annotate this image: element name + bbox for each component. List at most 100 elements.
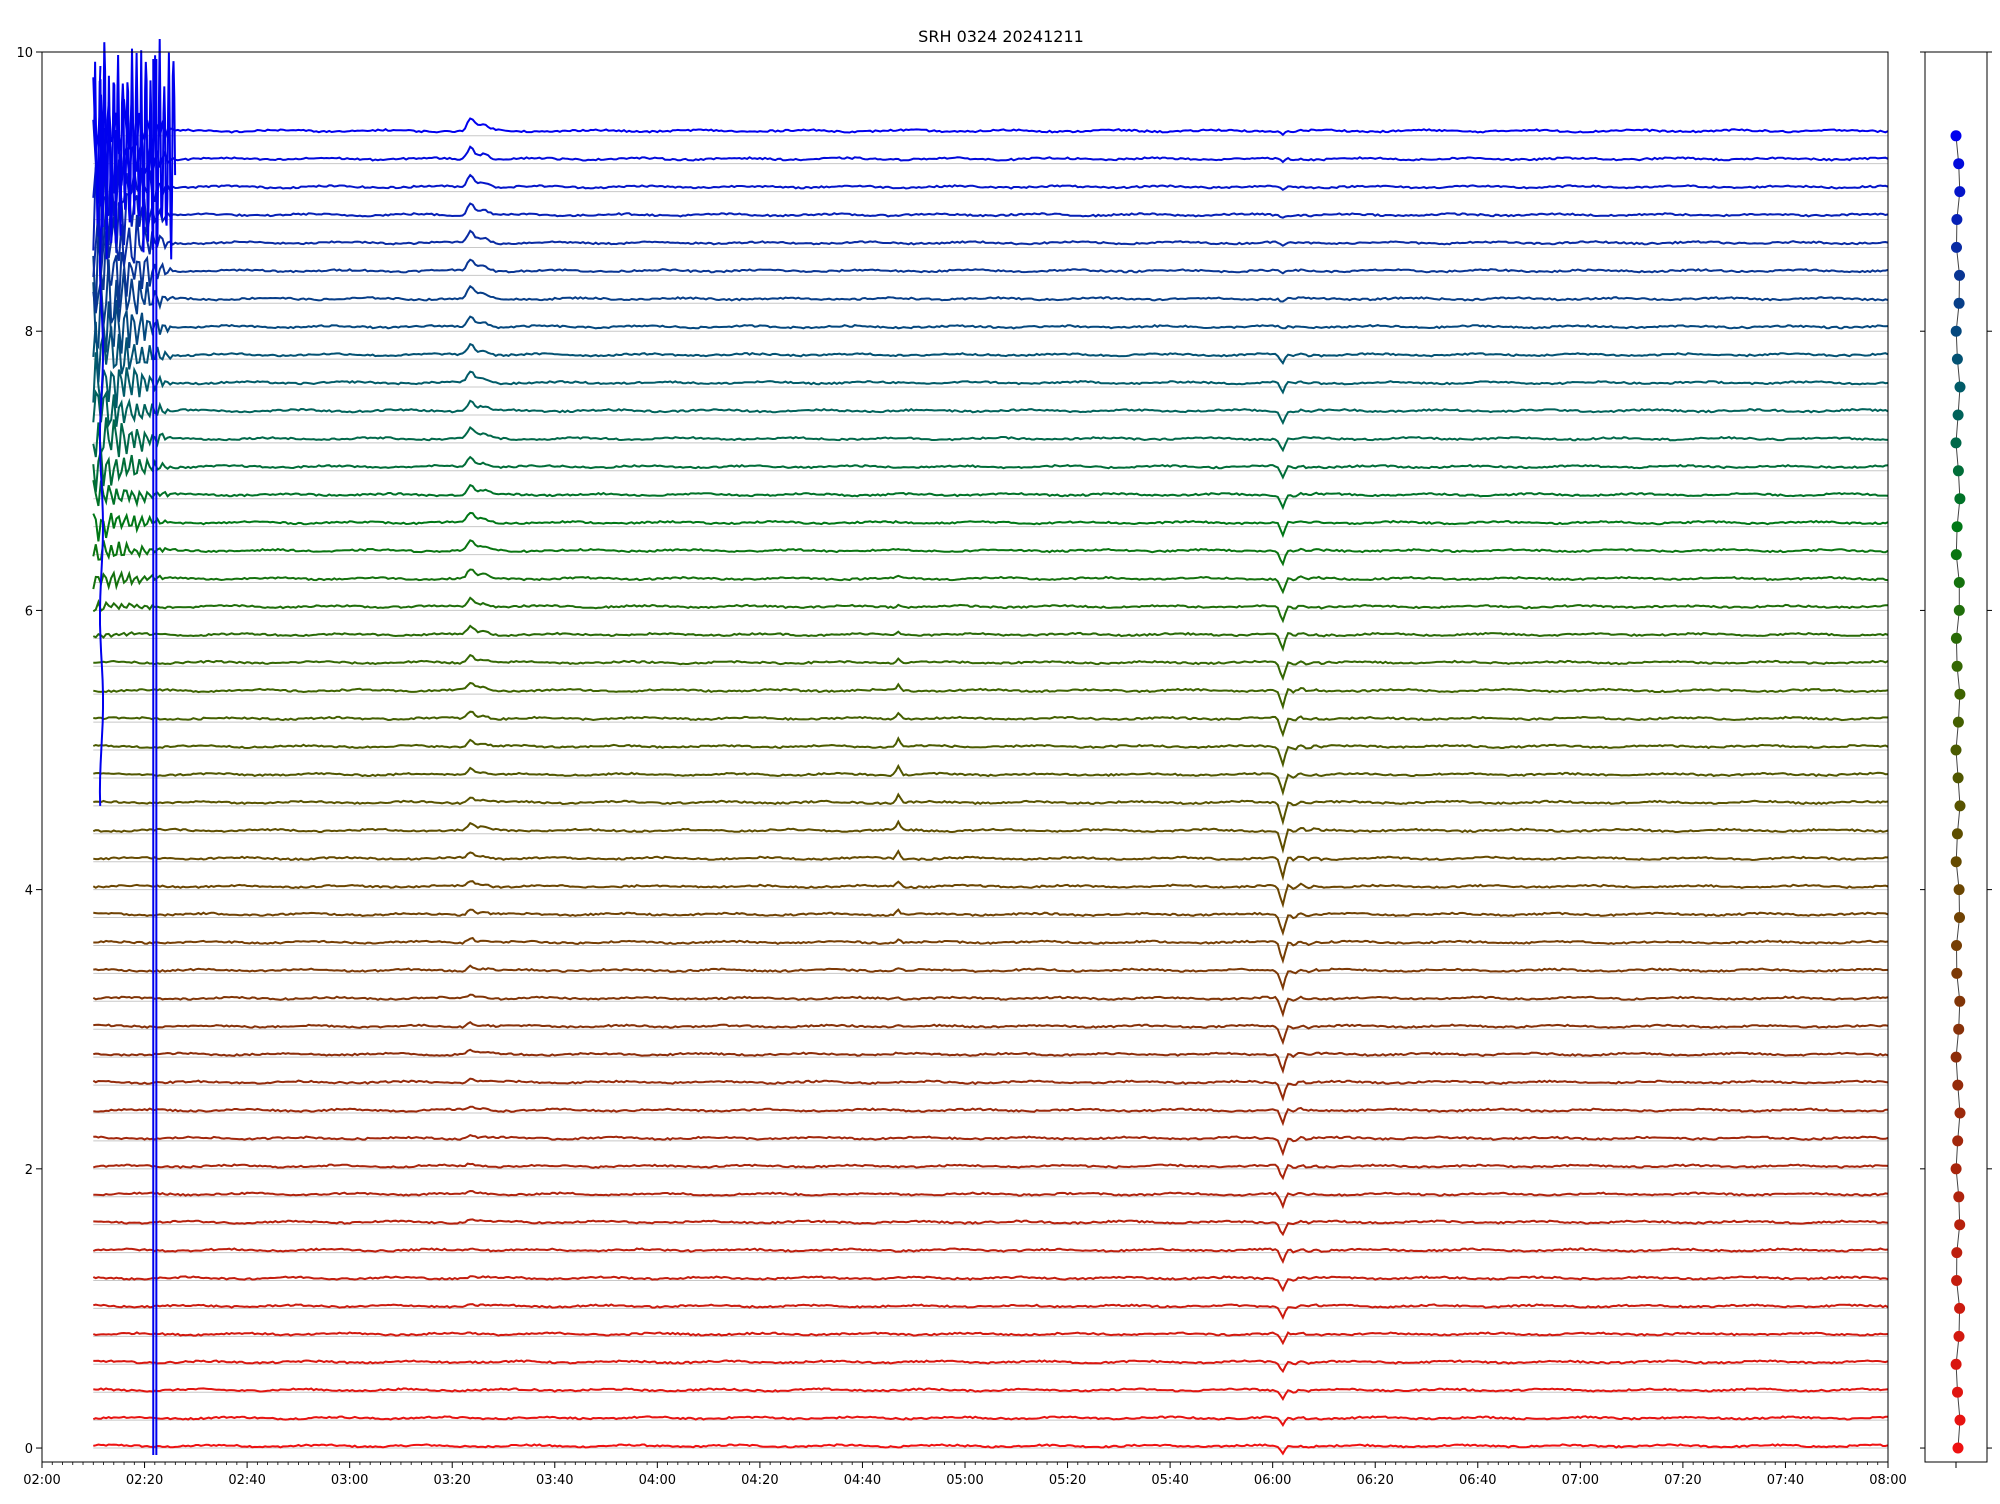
key-dot bbox=[1950, 632, 1962, 644]
key-panel-axis bbox=[1920, 51, 1992, 1468]
key-dot bbox=[1954, 688, 1966, 700]
key-dot bbox=[1954, 1414, 1966, 1426]
key-dot bbox=[1952, 1442, 1964, 1454]
key-dot bbox=[1951, 660, 1963, 672]
x-tick-label: 02:40 bbox=[228, 1473, 265, 1488]
key-dot bbox=[1952, 1135, 1964, 1147]
series-line bbox=[92, 255, 1889, 327]
series-line bbox=[92, 1162, 1889, 1181]
key-dot bbox=[1953, 1330, 1965, 1342]
key-dot bbox=[1951, 1247, 1963, 1259]
key-dot bbox=[1954, 912, 1965, 923]
series-line bbox=[92, 568, 1889, 595]
y-tick-label: 4 bbox=[25, 884, 33, 899]
key-dot bbox=[1954, 186, 1966, 198]
key-dot bbox=[1951, 940, 1962, 951]
series-line bbox=[93, 710, 1889, 738]
key-dot bbox=[1954, 1107, 1966, 1119]
series-line bbox=[92, 449, 1889, 493]
series-line bbox=[93, 1105, 1889, 1127]
y-tick-label: 0 bbox=[25, 1442, 33, 1457]
series-line bbox=[92, 203, 1889, 278]
key-dot bbox=[1952, 716, 1964, 728]
series-line bbox=[93, 908, 1889, 937]
series-line bbox=[92, 389, 1889, 429]
key-dot bbox=[1951, 521, 1963, 533]
x-tick-label: 06:40 bbox=[1459, 1473, 1496, 1488]
series-line bbox=[92, 1247, 1889, 1265]
series-line bbox=[93, 964, 1889, 992]
key-dot bbox=[1954, 269, 1965, 281]
x-tick-label: 08:00 bbox=[1869, 1473, 1906, 1488]
series-group bbox=[92, 77, 1889, 1456]
startup-drop-line bbox=[98, 65, 105, 806]
key-dot bbox=[1952, 465, 1964, 477]
y-tick-label: 8 bbox=[25, 325, 33, 340]
y-tick-label: 10 bbox=[16, 46, 33, 61]
key-dot bbox=[1954, 1219, 1966, 1231]
vertical-spike-group bbox=[93, 38, 177, 1456]
series-line bbox=[93, 1133, 1889, 1157]
series-line bbox=[93, 1303, 1889, 1321]
series-line bbox=[93, 1443, 1889, 1456]
series-line bbox=[93, 792, 1889, 826]
series-line bbox=[92, 321, 1889, 383]
x-tick-label: 03:40 bbox=[536, 1473, 573, 1488]
x-tick-label: 06:00 bbox=[1254, 1473, 1291, 1488]
series-line bbox=[92, 511, 1889, 542]
key-dot bbox=[1950, 1163, 1962, 1175]
key-dot bbox=[1951, 828, 1963, 840]
key-dot bbox=[1950, 1051, 1962, 1063]
series-line bbox=[92, 1331, 1889, 1346]
series-line bbox=[92, 1077, 1889, 1102]
series-line bbox=[93, 1359, 1889, 1374]
y-tick-label: 2 bbox=[25, 1163, 33, 1178]
series-line bbox=[92, 229, 1889, 313]
series-line bbox=[93, 1387, 1889, 1401]
key-dot bbox=[1951, 353, 1963, 365]
series-line bbox=[93, 936, 1889, 965]
x-tick-label: 03:20 bbox=[433, 1473, 470, 1488]
series-line bbox=[92, 819, 1889, 854]
series-line bbox=[92, 77, 1889, 183]
x-tick-label: 03:00 bbox=[331, 1473, 368, 1488]
series-line bbox=[92, 1275, 1889, 1293]
baseline-grid bbox=[93, 135, 1888, 1449]
series-line bbox=[92, 282, 1889, 354]
series-line bbox=[93, 1020, 1889, 1046]
x-tick-label: 07:20 bbox=[1664, 1473, 1701, 1488]
x-tick-label: 05:00 bbox=[946, 1473, 983, 1488]
key-dot bbox=[1950, 744, 1962, 756]
key-dot bbox=[1950, 325, 1962, 337]
key-dot bbox=[1951, 241, 1962, 253]
key-dot bbox=[1952, 1386, 1963, 1398]
key-dot bbox=[1950, 549, 1962, 561]
chart-title: SRH 0324 20241211 bbox=[918, 27, 1084, 46]
series-line bbox=[92, 993, 1889, 1018]
series-line bbox=[93, 1048, 1889, 1075]
key-dot bbox=[1952, 772, 1964, 784]
series-line bbox=[93, 1218, 1889, 1237]
series-line bbox=[92, 1415, 1888, 1427]
y-tick-label: 6 bbox=[25, 604, 33, 619]
x-tick-label: 04:40 bbox=[844, 1473, 881, 1488]
x-tick-label: 04:20 bbox=[741, 1473, 778, 1488]
key-dot bbox=[1953, 884, 1965, 896]
x-tick-label: 07:40 bbox=[1767, 1473, 1804, 1488]
series-line bbox=[92, 164, 1889, 268]
key-dot bbox=[1954, 995, 1966, 1007]
key-dot bbox=[1952, 409, 1964, 421]
key-dot bbox=[1950, 437, 1962, 449]
key-dot bbox=[1953, 577, 1965, 588]
series-line bbox=[92, 417, 1889, 458]
series-line bbox=[92, 736, 1889, 769]
series-line bbox=[92, 119, 1889, 204]
key-dot bbox=[1951, 967, 1963, 979]
key-dot bbox=[1953, 604, 1965, 616]
key-dot bbox=[1950, 1358, 1962, 1370]
y-axis: 0 2 4 6 8 10 bbox=[16, 46, 42, 1457]
color-key-panel bbox=[1950, 130, 1966, 1454]
series-line bbox=[93, 1189, 1889, 1210]
key-dot bbox=[1953, 158, 1965, 170]
x-tick-label: 05:20 bbox=[1049, 1473, 1086, 1488]
